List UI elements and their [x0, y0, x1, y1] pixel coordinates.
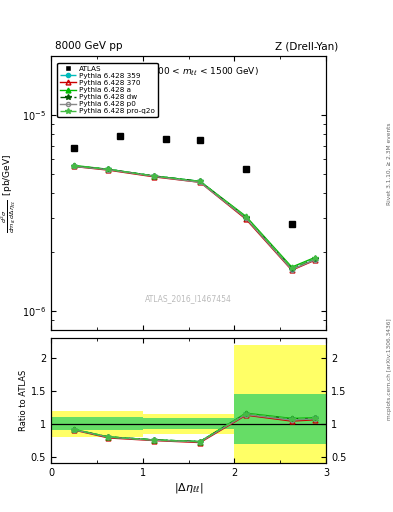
Text: Z (Drell-Yan): Z (Drell-Yan) — [275, 41, 338, 51]
X-axis label: $|\Delta\eta_{\ell\ell}|$: $|\Delta\eta_{\ell\ell}|$ — [174, 481, 203, 495]
Text: $\Delta\eta(\ell\ell)$ (500 < $m_{\ell\ell}$ < 1500 GeV): $\Delta\eta(\ell\ell)$ (500 < $m_{\ell\e… — [119, 65, 259, 77]
Text: 8000 GeV pp: 8000 GeV pp — [55, 41, 123, 51]
Text: Rivet 3.1.10, ≥ 2.3M events: Rivet 3.1.10, ≥ 2.3M events — [387, 122, 392, 205]
Text: ATLAS_2016_I1467454: ATLAS_2016_I1467454 — [145, 294, 232, 303]
Y-axis label: $\frac{d^2\sigma}{dm_{\ell\ell}\,d\Delta\eta_{\ell\ell}}$  [pb/GeV]: $\frac{d^2\sigma}{dm_{\ell\ell}\,d\Delta… — [0, 154, 18, 233]
Y-axis label: Ratio to ATLAS: Ratio to ATLAS — [19, 370, 28, 431]
Text: mcplots.cern.ch [arXiv:1306.3436]: mcplots.cern.ch [arXiv:1306.3436] — [387, 318, 392, 419]
Legend: ATLAS, Pythia 6.428 359, Pythia 6.428 370, Pythia 6.428 a, Pythia 6.428 dw, Pyth: ATLAS, Pythia 6.428 359, Pythia 6.428 37… — [57, 62, 158, 117]
